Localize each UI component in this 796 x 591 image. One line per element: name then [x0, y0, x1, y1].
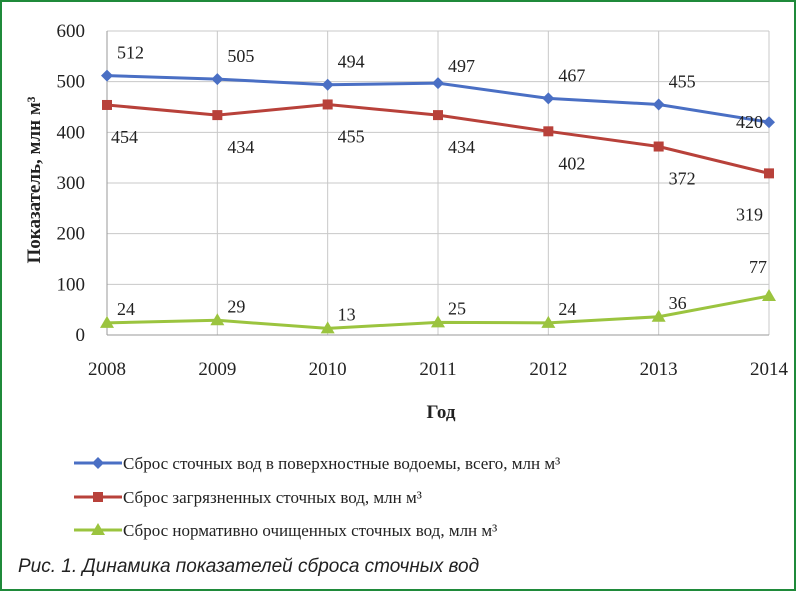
y-tick-label: 600	[57, 21, 86, 42]
data-point-marker	[542, 92, 555, 105]
data-point-marker	[543, 126, 554, 137]
data-label: 13	[338, 304, 356, 324]
y-tick-label: 100	[57, 274, 86, 295]
data-label: 24	[558, 299, 576, 319]
legend-entry-1: Сброс сточных вод в поверхностные водоем…	[74, 454, 560, 473]
data-point-marker	[433, 110, 443, 121]
data-label: 24	[117, 299, 135, 319]
data-label: 454	[111, 127, 138, 147]
x-tick-label: 2008	[88, 359, 126, 380]
data-point-marker	[432, 77, 444, 90]
x-tick-label: 2013	[640, 359, 678, 380]
data-label: 497	[448, 56, 475, 76]
data-point-marker	[100, 315, 114, 328]
data-point-marker	[321, 78, 334, 91]
x-tick-label: 2011	[419, 359, 456, 380]
data-labels: 512 505 494 497 467 455 420 454 434 455 434 402 372 3…	[111, 43, 767, 325]
data-point-marker	[93, 492, 103, 502]
data-label: 77	[749, 257, 767, 277]
legend-label: Сброс нормативно очищенных сточных вод, …	[123, 521, 497, 540]
data-label: 420	[736, 112, 763, 132]
x-axis-title: Год	[427, 402, 456, 423]
data-point-marker	[320, 321, 335, 334]
data-label: 434	[448, 137, 475, 157]
y-tick-label: 400	[57, 122, 86, 143]
data-point-marker	[211, 73, 224, 86]
axes	[106, 31, 769, 336]
data-point-marker	[763, 116, 775, 129]
data-point-marker	[92, 457, 104, 469]
x-tick-labels: 2008 2009 2010 2011 2012 2013 2014	[88, 359, 789, 380]
legend-label: Сброс загрязненных сточных вод, млн м³	[123, 488, 422, 507]
data-label: 36	[669, 293, 687, 313]
series-2	[102, 99, 774, 179]
data-point-marker	[762, 288, 776, 301]
data-point-marker	[541, 315, 556, 328]
data-point-marker	[651, 309, 666, 322]
x-tick-label: 2014	[750, 359, 789, 380]
series-3	[100, 288, 776, 334]
legend-label: Сброс сточных вод в поверхностные водоем…	[123, 454, 560, 473]
y-tick-label: 200	[57, 224, 86, 245]
legend: Сброс сточных вод в поверхностные водоем…	[74, 454, 560, 540]
data-label: 372	[669, 169, 696, 189]
y-tick-label: 0	[76, 325, 86, 346]
legend-entry-2: Сброс загрязненных сточных вод, млн м³	[74, 488, 422, 507]
data-point-marker	[652, 98, 665, 111]
data-label: 402	[558, 153, 585, 173]
data-label: 512	[117, 43, 144, 63]
data-label: 319	[736, 204, 763, 224]
y-tick-labels: 0 100 200 300 400 500 600	[57, 21, 86, 346]
data-point-marker	[764, 168, 774, 179]
data-label: 434	[227, 137, 254, 157]
data-point-marker	[102, 99, 112, 110]
data-point-marker	[91, 523, 105, 535]
data-point-marker	[101, 69, 113, 82]
figure-caption: Рис. 1. Динамика показателей сброса сточ…	[18, 556, 480, 577]
data-label: 494	[338, 52, 365, 72]
data-label: 505	[227, 46, 254, 66]
data-label: 29	[227, 296, 245, 316]
y-axis-title: Показатель, млн м³	[24, 96, 45, 263]
y-tick-label: 500	[57, 72, 86, 93]
data-point-marker	[210, 313, 225, 326]
data-point-marker	[431, 315, 445, 328]
legend-entry-3: Сброс нормативно очищенных сточных вод, …	[74, 521, 497, 540]
y-tick-label: 300	[57, 173, 86, 194]
x-tick-label: 2010	[309, 359, 347, 380]
x-tick-label: 2012	[529, 359, 567, 380]
data-label: 455	[669, 71, 696, 91]
series-1	[101, 69, 775, 129]
data-label: 455	[338, 126, 365, 146]
data-point-marker	[653, 141, 664, 152]
series-lines	[100, 69, 776, 334]
x-tick-label: 2009	[198, 359, 236, 380]
data-point-marker	[212, 110, 223, 121]
data-point-marker	[322, 99, 333, 110]
data-label: 25	[448, 298, 466, 318]
data-label: 467	[558, 65, 585, 85]
